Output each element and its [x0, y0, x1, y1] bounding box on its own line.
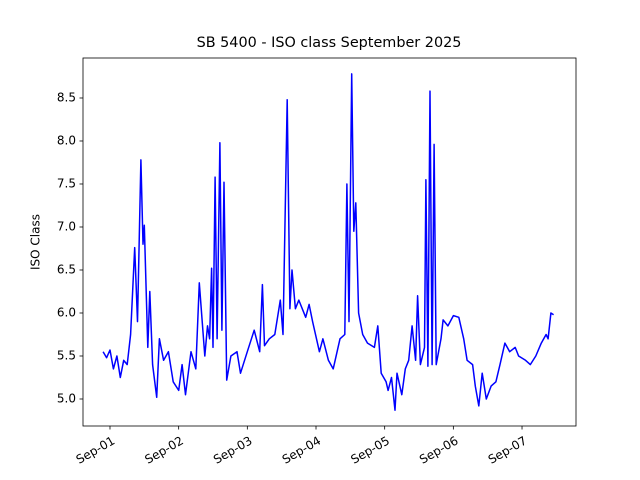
x-tick-label: Sep-05	[348, 434, 392, 467]
y-tick-label: 7.0	[57, 219, 76, 233]
y-tick-label: 6.5	[57, 262, 76, 276]
y-tick-label: 5.0	[57, 391, 76, 405]
chart-title: SB 5400 - ISO class September 2025	[197, 35, 462, 51]
plot-frame	[82, 57, 577, 427]
x-tick-label: Sep-06	[417, 434, 461, 467]
y-tick-label: 5.5	[57, 348, 76, 362]
data-line	[102, 73, 554, 411]
x-tick-label: Sep-01	[74, 434, 118, 467]
x-tick-label: Sep-04	[280, 434, 324, 467]
y-tick-label: 8.0	[57, 133, 76, 147]
x-tick-label: Sep-07	[486, 434, 530, 467]
y-tick-label: 6.0	[57, 305, 76, 319]
y-tick-label: 8.5	[57, 90, 76, 104]
y-tick-label: 7.5	[57, 176, 76, 190]
y-axis-label: ISO Class	[29, 214, 43, 270]
x-tick-label: Sep-02	[142, 434, 186, 467]
x-tick-label: Sep-03	[211, 434, 255, 467]
